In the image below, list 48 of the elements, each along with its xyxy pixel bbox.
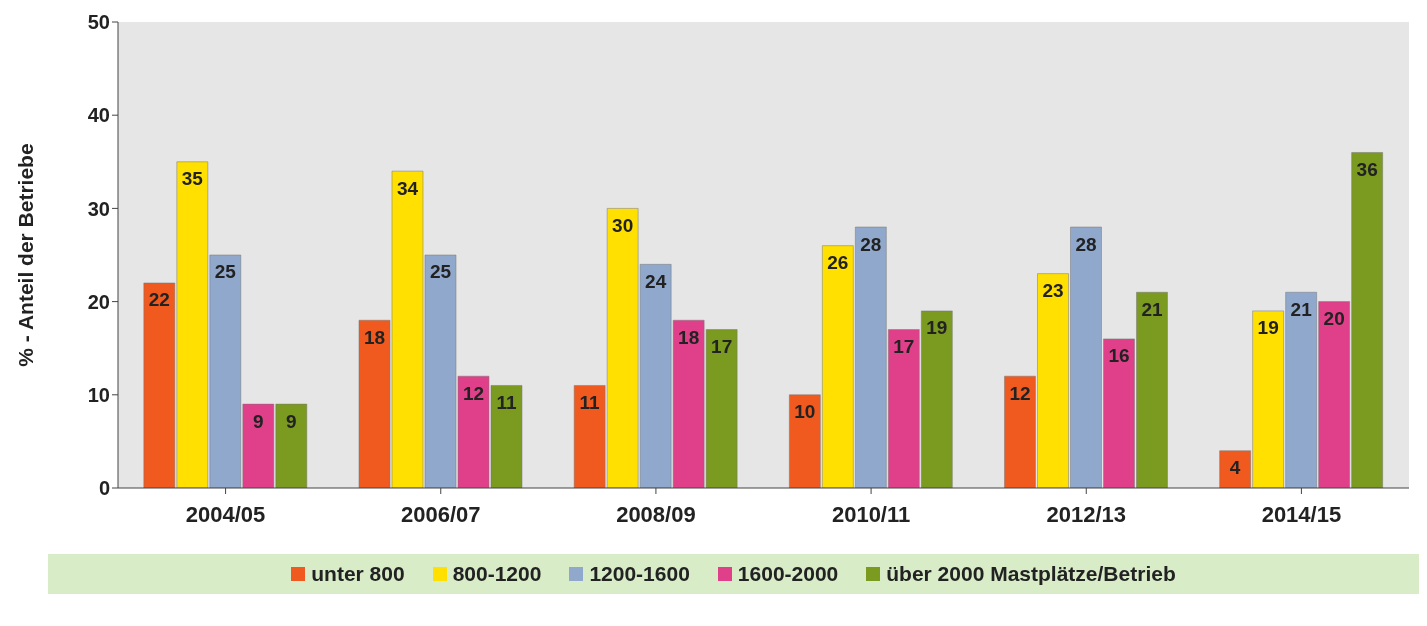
data-label: 19 [926,317,948,339]
data-label: 9 [286,410,297,432]
data-label: 9 [253,410,264,432]
data-label: 21 [1290,298,1313,320]
data-label: 17 [893,336,915,358]
legend-label: 800-1200 [451,562,542,586]
data-label: 16 [1108,345,1130,367]
x-tick-label: 2014/15 [1261,501,1342,527]
data-label: 18 [363,326,386,348]
x-tick-label: 2004/05 [185,501,266,527]
legend-label: 1600-2000 [736,562,839,586]
data-label: 12 [1009,382,1031,404]
data-label: 11 [496,391,517,413]
data-label: 28 [1075,233,1097,255]
data-label: 22 [148,289,170,311]
data-label: 11 [579,391,601,413]
data-label: 34 [396,177,419,199]
y-tick-label: 10 [87,383,110,406]
x-tick-label: 2008/09 [616,501,696,527]
data-label: 36 [1356,158,1378,180]
data-label: 17 [711,336,733,358]
data-label: 25 [214,261,237,283]
data-label: 20 [1323,308,1345,330]
y-tick-label: 40 [87,104,110,127]
x-tick-label: 2010/11 [831,501,911,527]
data-label: 18 [678,326,700,348]
y-tick-label: 20 [87,290,110,313]
data-label: 12 [462,382,485,404]
data-label: 25 [429,261,452,283]
data-label: 4 [1229,457,1241,479]
y-tick-label: 50 [87,11,110,34]
data-label: 26 [827,252,849,274]
data-label: 24 [645,270,667,292]
legend-label: unter 800 [310,562,405,586]
x-tick-label: 2012/13 [1046,501,1127,527]
data-label: 23 [1042,280,1064,302]
data-label: 10 [794,401,816,423]
data-label: 28 [860,233,882,255]
legend-label: über 2000 Mastplätze/Betrieb [885,562,1176,586]
y-axis-title: % - Anteil der Betriebe [14,143,38,367]
x-tick-label: 2006/07 [400,501,481,527]
data-label: 21 [1141,298,1163,320]
y-tick-label: 30 [87,197,110,220]
y-tick-label: 0 [98,477,110,500]
data-label: 35 [181,168,204,190]
data-label: 19 [1257,317,1279,339]
data-label: 30 [612,214,634,236]
legend-label: 1200-1600 [588,562,690,586]
